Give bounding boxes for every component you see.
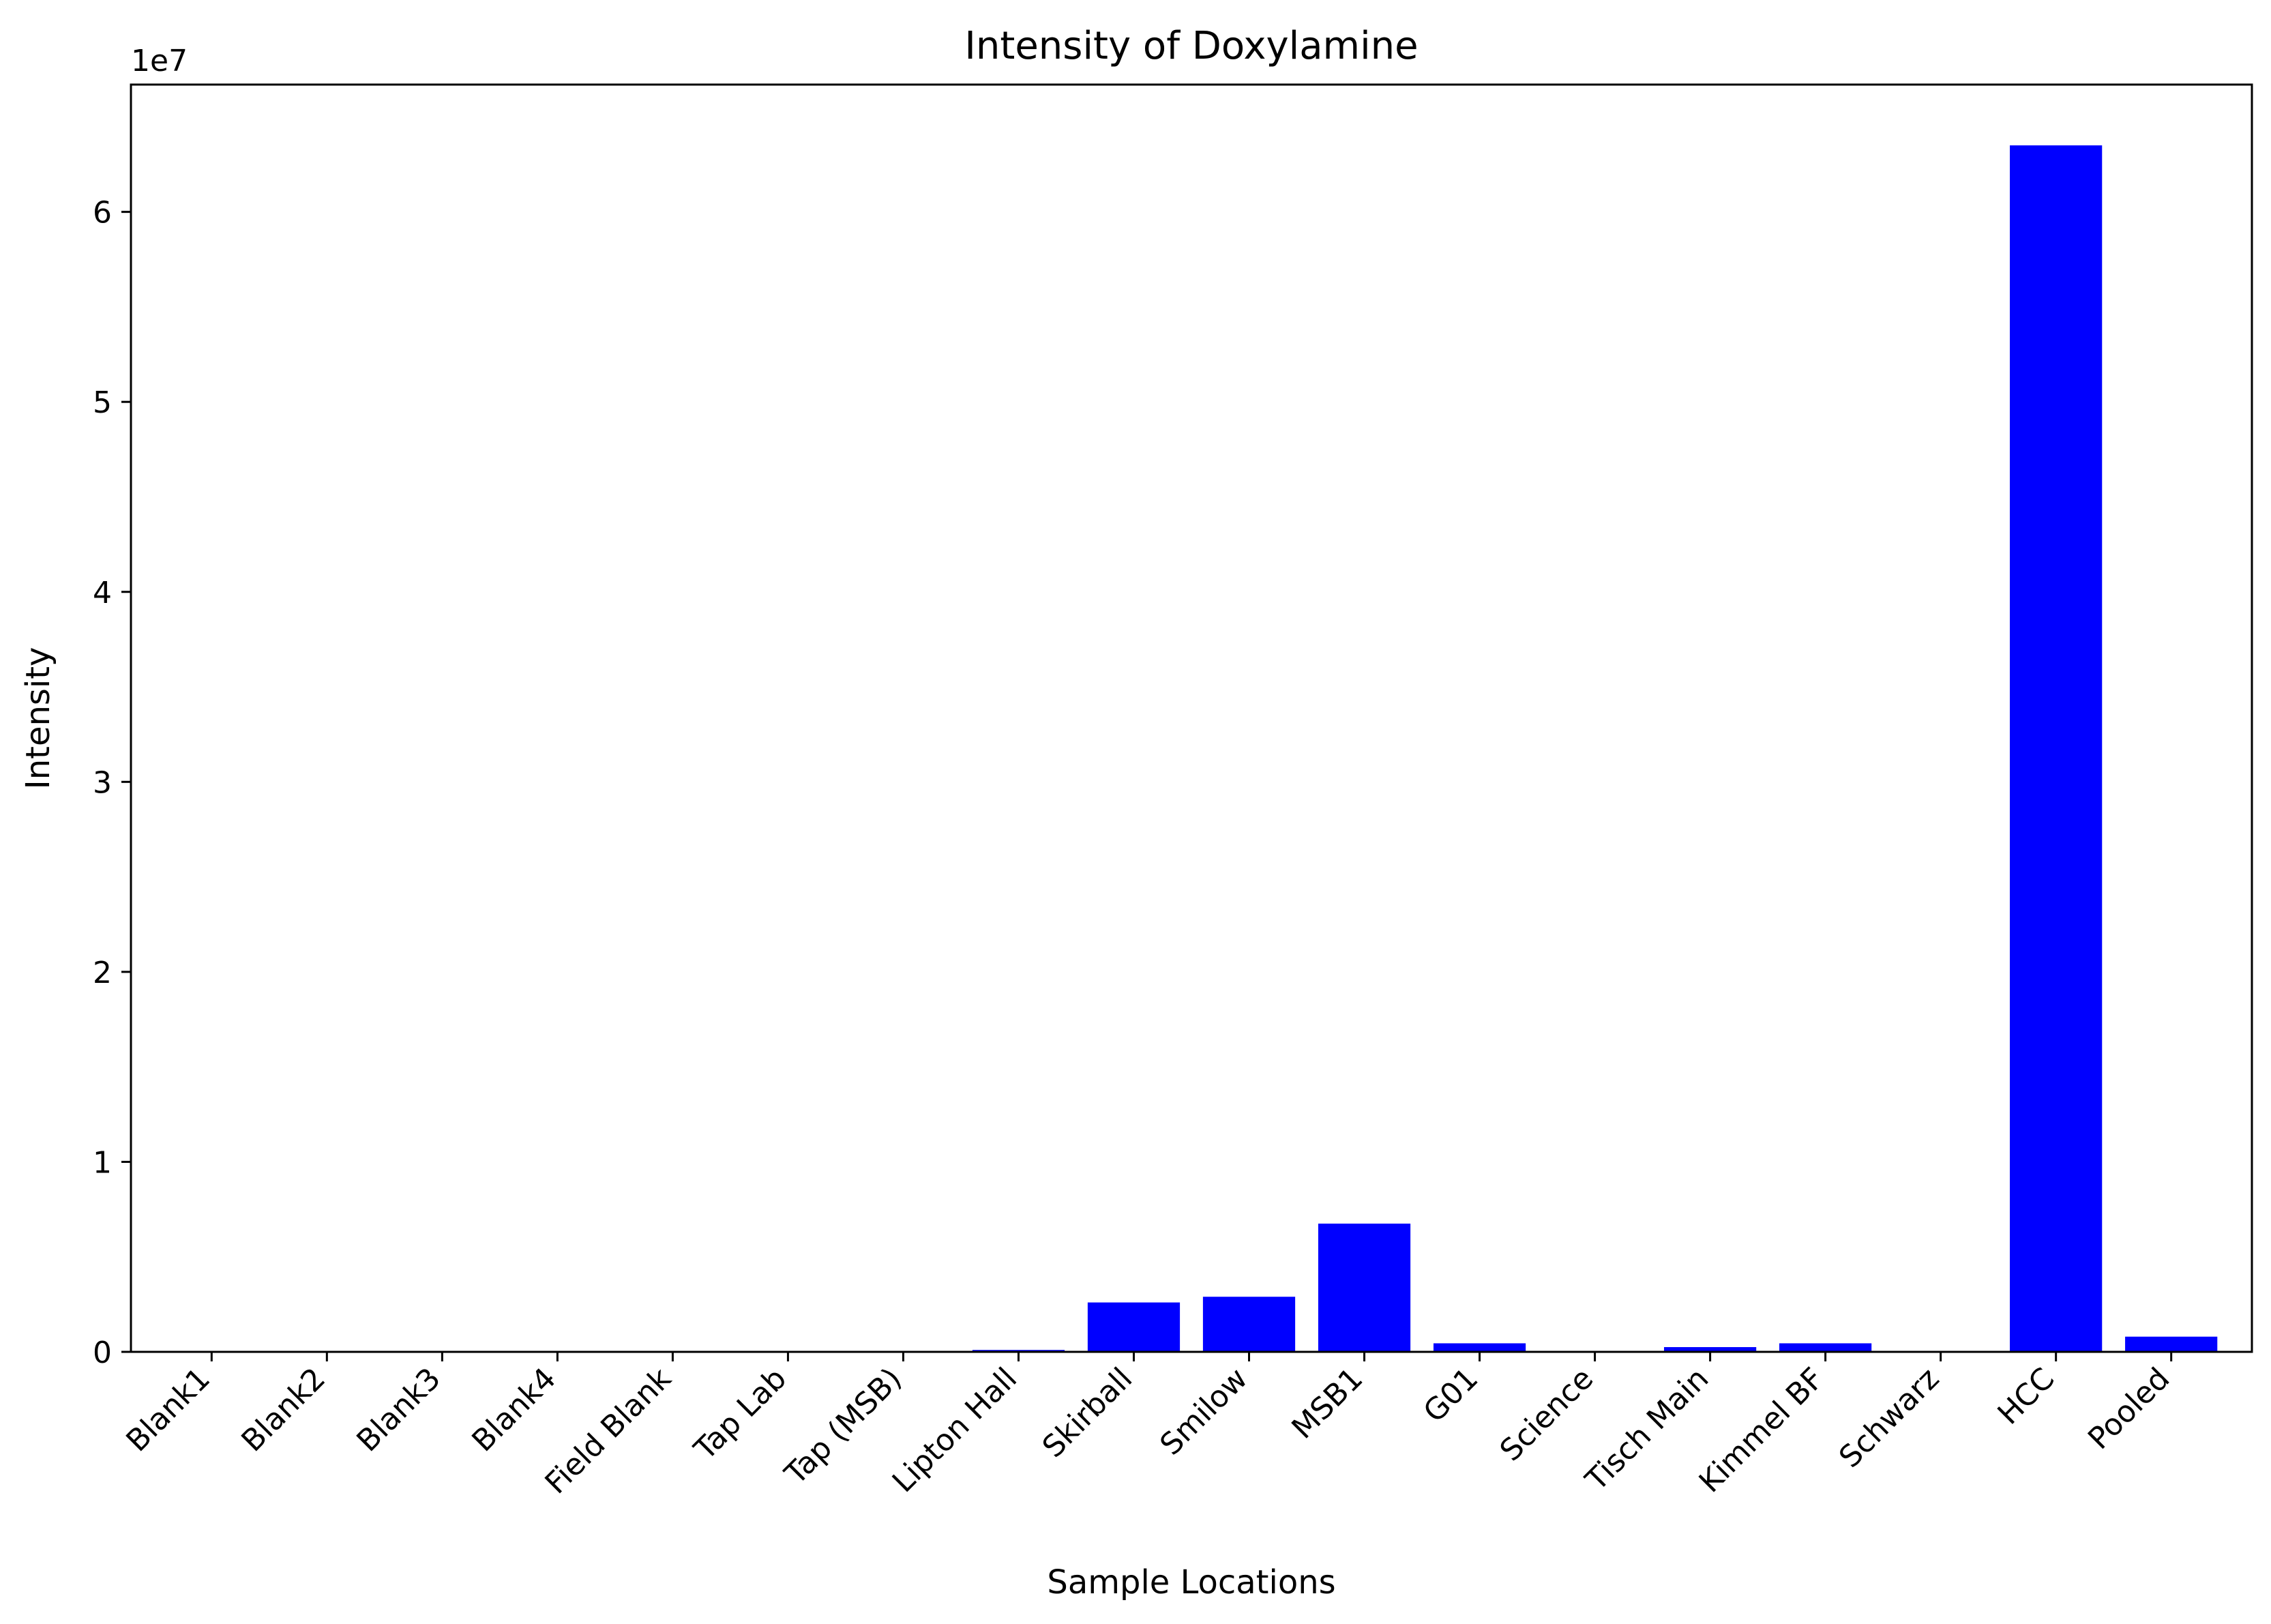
bar-tisch-main	[1663, 1347, 1757, 1352]
bar-skirball	[1087, 1302, 1181, 1352]
y-tick-label: 1	[93, 1145, 112, 1180]
bar-msb1	[1318, 1223, 1411, 1352]
bar-hcc	[2010, 145, 2103, 1353]
y-axis-title: Intensity	[19, 647, 57, 790]
y-tick-label: 0	[93, 1335, 112, 1370]
bar-kimmel-bf	[1779, 1343, 1872, 1352]
y-tick-label: 4	[93, 576, 112, 610]
bar-pooled	[2125, 1336, 2218, 1352]
bars-layer	[972, 145, 2218, 1353]
y-axis-ticks: 0 1 2 3 4 5 6	[93, 196, 131, 1370]
y-tick-label: 3	[93, 765, 112, 800]
y-axis-offset-label: 1e7	[131, 44, 188, 78]
chart-title: Intensity of Doxylamine	[964, 24, 1418, 68]
bar-g01	[1433, 1343, 1526, 1352]
bar-smilow	[1202, 1297, 1296, 1352]
plot-frame	[130, 83, 2253, 1353]
y-tick-label: 6	[93, 196, 112, 231]
y-tick-label: 5	[93, 385, 112, 420]
y-tick-label: 2	[93, 956, 112, 990]
x-axis-title: Sample Locations	[1047, 1563, 1335, 1601]
